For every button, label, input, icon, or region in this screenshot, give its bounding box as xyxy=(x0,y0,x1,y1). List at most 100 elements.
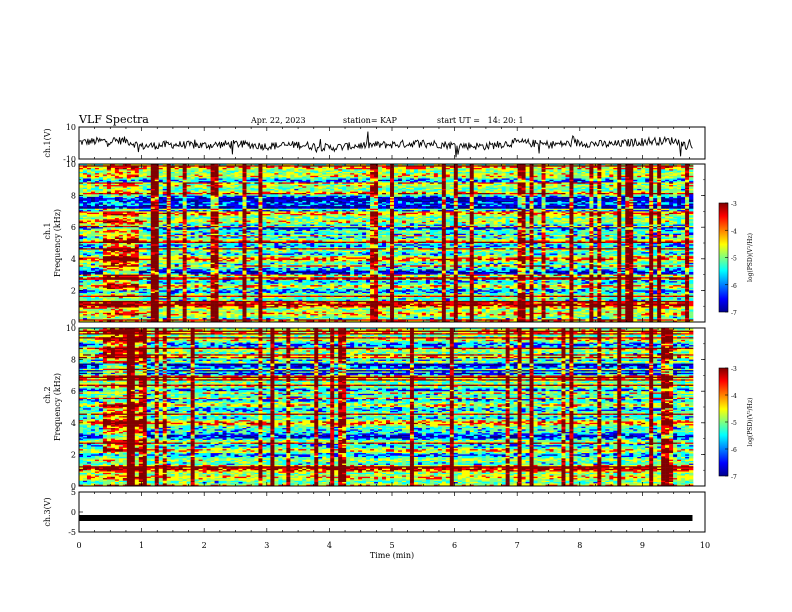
ch1-spectrogram-cell xyxy=(218,174,223,177)
ch1-spectrogram-cell xyxy=(629,166,634,169)
ch1-spectrogram-cell xyxy=(665,179,670,182)
ch1-spectrogram-cell xyxy=(433,177,439,179)
ch1-spectrogram-cell xyxy=(493,181,498,183)
ch1-spectrogram-cell xyxy=(258,166,263,169)
ch1-spectrogram-cell xyxy=(322,164,327,166)
ch1-spectrogram-cell xyxy=(374,174,379,177)
ch1-spectrogram-cell xyxy=(134,166,140,169)
ch1-spectrogram-cell xyxy=(609,178,614,181)
ch1-spectrogram-cell xyxy=(521,171,526,174)
ch1-spectrogram-cell xyxy=(457,165,463,167)
ch1-spectrogram-cell xyxy=(270,177,275,179)
ch1-spectrogram-cell xyxy=(238,169,243,171)
ch1-spectrogram-cell xyxy=(413,164,419,166)
ch1-spectrogram-cell xyxy=(501,171,506,174)
ch1-spectrogram-cell xyxy=(497,178,502,181)
ch1-spectrogram-cell xyxy=(485,171,490,174)
ch1-spectrogram-cell xyxy=(246,171,251,174)
ch1-spectrogram-cell xyxy=(390,169,395,171)
ch1-spectrogram-cell xyxy=(493,178,498,181)
ch1-spectrogram-cell xyxy=(174,174,179,177)
ch1-spectrogram-cell xyxy=(214,174,219,177)
ch1-spectrogram-cell xyxy=(417,171,423,174)
ch1-spectrogram-cell xyxy=(178,181,183,183)
ch1-spectrogram-cell xyxy=(425,175,431,178)
ch1-spectrogram-cell xyxy=(537,173,542,175)
ch1-spectrogram-cell xyxy=(230,178,235,181)
ch1-spectrogram-cell xyxy=(130,173,136,175)
ch1-spectrogram-cell xyxy=(270,173,275,175)
ch1-spectrogram-cell xyxy=(441,181,447,183)
ch1-spectrogram-cell xyxy=(397,177,403,179)
ch1-spectrogram-cell xyxy=(549,173,554,175)
ch1-spectrogram-cell xyxy=(346,166,351,169)
ch1-spectrogram-cell xyxy=(605,182,610,185)
ch1-spectrogram-cell xyxy=(557,174,562,177)
ch1-spectrogram-cell xyxy=(673,166,678,169)
ch1-spectrogram-cell xyxy=(90,183,96,186)
ch1-spectrogram-cell xyxy=(509,173,514,175)
ch1-spectrogram-cell xyxy=(162,175,168,178)
ch1-spectrogram-cell xyxy=(425,173,431,175)
ch1-spectrogram-cell xyxy=(649,178,654,181)
ch1-spectrogram-cell xyxy=(581,178,586,181)
ch1-spectrogram-cell xyxy=(302,169,307,171)
ch1-spectrogram-cell xyxy=(346,177,351,179)
ch1-spectrogram-cell xyxy=(130,164,136,166)
ch1-spectrogram-cell xyxy=(94,182,100,185)
ch1-spectrogram-cell xyxy=(401,173,407,175)
ch1-spectrogram-cell xyxy=(589,169,594,171)
ch1-spectrogram-cell xyxy=(90,173,96,175)
ch1-spectrogram-cell xyxy=(681,182,686,185)
ch1-spectrogram-cell xyxy=(298,171,303,174)
ch1-spectrogram-cell xyxy=(653,171,658,174)
ch1-spectrogram-cell xyxy=(529,178,534,181)
ch1-spectrogram-cell xyxy=(354,170,359,173)
ch1-spectrogram-cell xyxy=(445,165,451,167)
ch1-spectrogram-cell xyxy=(581,171,586,174)
ch1-spectrogram-cell xyxy=(330,182,335,185)
ch1-spectrogram-cell xyxy=(437,171,443,174)
ch1-spectrogram-cell xyxy=(306,177,311,179)
ch1-spectrogram-cell xyxy=(158,170,164,173)
ch1-spectrogram-cell xyxy=(645,174,650,177)
ch1-spectrogram-cell xyxy=(250,177,255,179)
ch1-spectrogram-cell xyxy=(677,165,682,167)
ch1-spectrogram-cell xyxy=(477,169,483,171)
ch1-spectrogram-cell xyxy=(358,175,363,178)
ch1-spectrogram-cell xyxy=(557,169,562,171)
ch1-spectrogram-cell xyxy=(170,171,175,174)
ch1-spectrogram-cell xyxy=(246,182,251,185)
ch1-spectrogram-cell xyxy=(266,182,271,185)
ch1-spectrogram-cell xyxy=(79,182,84,185)
ch1-spectrogram-cell xyxy=(334,179,339,182)
ch1-spectrogram-cell xyxy=(425,169,431,171)
ch1-spectrogram-cell xyxy=(581,174,586,177)
ch1-spectrogram-cell xyxy=(597,173,602,175)
ch1-spectrogram-cell xyxy=(653,182,658,185)
ch1-spectrogram-cell xyxy=(242,177,247,179)
ch1-spectrogram-cell xyxy=(457,169,463,171)
ch1-spectrogram-cell xyxy=(270,178,275,181)
ch1-spectrogram-cell xyxy=(609,166,614,169)
ch1-spectrogram-cell xyxy=(625,169,630,171)
ch1-spectrogram-cell xyxy=(314,174,319,177)
ch1-spectrogram-cell xyxy=(429,164,435,166)
ch1-spectrogram-cell xyxy=(613,181,618,183)
ch1-spectrogram-cell xyxy=(342,164,347,166)
ch1-spectrogram-cell xyxy=(382,167,387,170)
ch1-spectrogram-cell xyxy=(298,181,303,183)
ch1-spectrogram-cell xyxy=(553,171,558,174)
ch1-spectrogram-cell xyxy=(366,165,371,167)
ch1-spectrogram-cell xyxy=(449,182,455,185)
ch1-spectrogram-cell xyxy=(386,181,391,183)
ch1-spectrogram-cell xyxy=(274,175,279,178)
ch1-spectrogram-cell xyxy=(617,173,622,175)
ch1-spectrogram-cell xyxy=(669,173,674,175)
ch1-spectrogram-cell xyxy=(79,165,84,167)
ch1-spectrogram-cell xyxy=(378,178,383,181)
ch1-spectrogram-cell xyxy=(118,171,124,174)
ch1-spectrogram-cell xyxy=(182,171,187,174)
ch1-spectrogram-cell xyxy=(326,179,331,182)
ch1-spectrogram-cell xyxy=(653,165,658,167)
